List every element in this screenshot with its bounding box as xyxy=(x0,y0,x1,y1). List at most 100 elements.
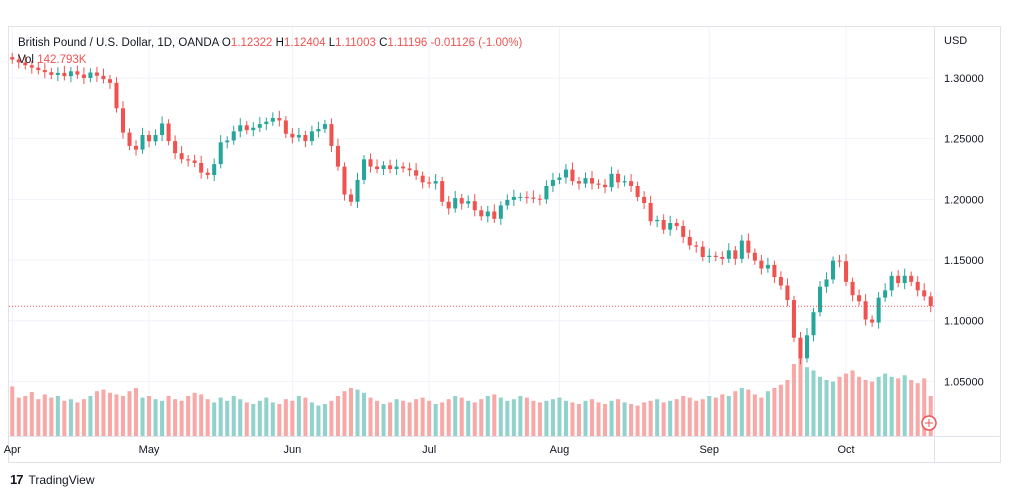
volume-label[interactable]: Vol xyxy=(18,54,34,66)
candle-body xyxy=(42,70,47,73)
volume-bar xyxy=(739,388,744,436)
candle-body xyxy=(427,182,432,184)
candle-body xyxy=(922,290,927,297)
volume-bar xyxy=(713,397,718,436)
volume-bar xyxy=(681,396,686,436)
footer-branding[interactable]: 17 TradingView xyxy=(10,472,95,487)
candle-body xyxy=(655,219,660,222)
candle-body xyxy=(88,72,93,78)
candle-body xyxy=(94,72,99,76)
candle-body xyxy=(661,219,666,230)
volume-bar xyxy=(785,380,790,436)
candle-body xyxy=(733,250,738,259)
volume-bar xyxy=(863,380,868,436)
volume-bar xyxy=(381,404,386,436)
volume-bar xyxy=(902,375,907,436)
volume-bar xyxy=(609,400,614,436)
candle-body xyxy=(668,223,673,230)
volume-bar xyxy=(772,388,777,436)
candle-body xyxy=(648,202,653,222)
volume-bar xyxy=(62,400,67,436)
volume-bar xyxy=(114,394,119,436)
volume-bar xyxy=(485,396,490,436)
candle-body xyxy=(433,181,438,184)
candle-body xyxy=(629,181,634,186)
x-tick-label: Oct xyxy=(837,444,854,456)
candle-body xyxy=(603,184,608,188)
volume-bar xyxy=(134,388,139,436)
candle-body xyxy=(29,65,34,68)
candle-body xyxy=(589,178,595,184)
candle-body xyxy=(778,277,783,286)
volume-bar xyxy=(466,400,471,436)
volume-bar xyxy=(81,399,86,436)
volume-bar xyxy=(335,396,340,436)
volume-bar xyxy=(544,400,549,436)
candle-body xyxy=(596,183,601,185)
volume-bar xyxy=(107,392,112,436)
candle-body xyxy=(622,181,627,183)
candle-body xyxy=(107,79,112,83)
x-tick-label: Aug xyxy=(550,444,570,456)
candle-body xyxy=(335,145,340,167)
candle-body xyxy=(752,252,757,261)
volume-bar xyxy=(179,400,184,436)
brand-name: TradingView xyxy=(28,472,95,487)
candle-body xyxy=(322,124,327,129)
volume-bar xyxy=(68,399,73,436)
candle-body xyxy=(785,285,790,301)
candle-body xyxy=(62,72,67,77)
y-tick-label: 1.10000 xyxy=(944,316,984,328)
candle-body xyxy=(687,236,692,246)
volume-bar xyxy=(368,397,373,436)
volume-bar xyxy=(264,397,269,436)
volume-bar xyxy=(817,376,823,436)
low-label: L xyxy=(328,37,336,49)
candle-body xyxy=(446,201,451,209)
symbol-line: British Pound / U.S. Dollar, 1D, OANDA O… xyxy=(18,35,522,52)
candle-body xyxy=(772,264,777,278)
volume-bar xyxy=(472,402,477,436)
volume-bar xyxy=(153,399,158,436)
volume-bar xyxy=(674,399,679,436)
x-tick-label: Jul xyxy=(422,444,436,456)
volume-bar xyxy=(160,400,165,436)
candle-body xyxy=(694,245,699,247)
volume-bar xyxy=(909,380,914,436)
y-tick-label: 1.25000 xyxy=(944,134,984,146)
candle-body xyxy=(134,145,139,150)
volume-bar xyxy=(355,389,360,436)
candle-body xyxy=(179,153,184,160)
candle-body xyxy=(407,168,412,171)
volume-bar xyxy=(322,404,327,436)
volume-bar xyxy=(140,397,145,436)
volume-bar xyxy=(192,392,197,436)
volume-bar xyxy=(479,399,484,436)
candle-body xyxy=(329,124,334,146)
volume-bar xyxy=(309,402,314,436)
candle-body xyxy=(876,297,881,323)
volume-bar xyxy=(765,391,770,436)
candle-body xyxy=(765,264,770,269)
candle-body xyxy=(348,194,354,202)
symbol-name[interactable]: British Pound / U.S. Dollar, 1D, OANDA xyxy=(18,37,219,49)
volume-bar xyxy=(642,402,647,436)
candle-body xyxy=(550,179,555,186)
volume-bar xyxy=(889,376,894,436)
volume-bar xyxy=(524,397,529,436)
high-value: 1.12404 xyxy=(283,37,326,49)
candle-body xyxy=(844,261,849,282)
candle-body xyxy=(257,124,262,128)
volume-bar xyxy=(257,400,262,436)
volume-bar xyxy=(238,399,243,436)
close-label: C xyxy=(379,37,388,49)
candle-body xyxy=(720,256,725,259)
volume-bar xyxy=(537,402,542,436)
candle-body xyxy=(700,246,705,257)
candle-body xyxy=(583,178,588,184)
candle-body xyxy=(375,166,380,169)
volume-bar xyxy=(798,356,803,436)
candle-body xyxy=(570,169,575,182)
candle-body xyxy=(147,135,152,142)
